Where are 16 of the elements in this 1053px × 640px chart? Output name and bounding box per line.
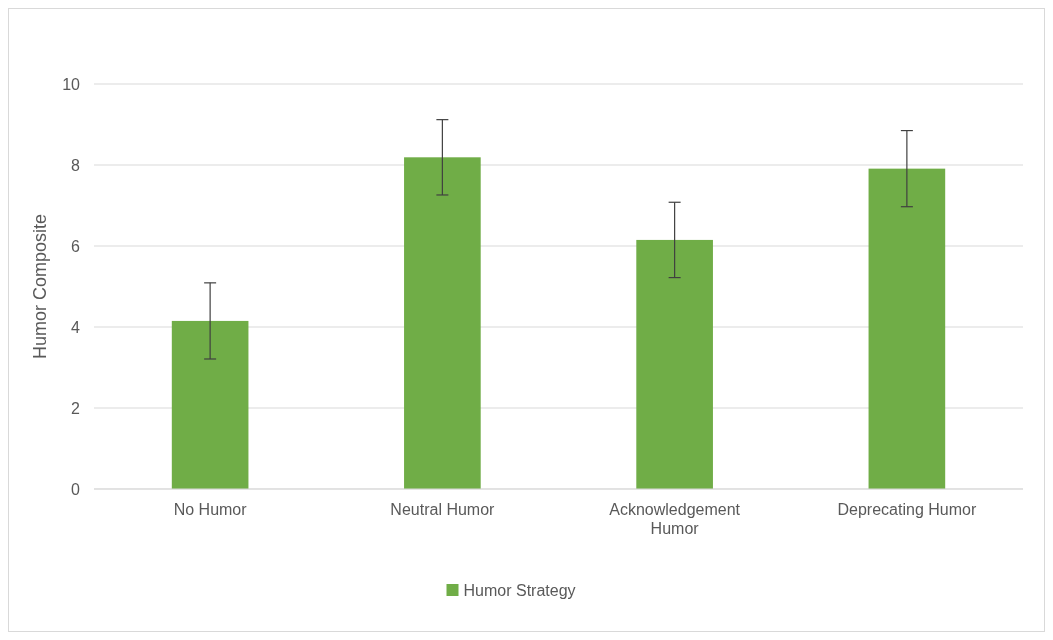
- x-tick-label: Acknowledgement Humor: [609, 501, 741, 538]
- y-axis-title: Humor Composite: [30, 213, 50, 360]
- x-tick-label: Neutral Humor: [390, 501, 496, 518]
- bar: [868, 168, 946, 489]
- bar: [404, 157, 481, 489]
- x-tick-label: Deprecating Humor: [837, 501, 977, 518]
- bar: [636, 239, 713, 489]
- y-tick-label: 2: [71, 399, 81, 417]
- y-tick-label: 0: [71, 480, 81, 498]
- y-tick-label: 4: [71, 318, 81, 336]
- legend-label: Humor Strategy: [463, 581, 576, 599]
- y-tick-label: 8: [71, 156, 81, 174]
- y-tick-label: 6: [71, 237, 81, 255]
- bar: [171, 320, 249, 489]
- x-tick-label: No Humor: [173, 501, 248, 518]
- y-tick-label: 10: [62, 75, 81, 93]
